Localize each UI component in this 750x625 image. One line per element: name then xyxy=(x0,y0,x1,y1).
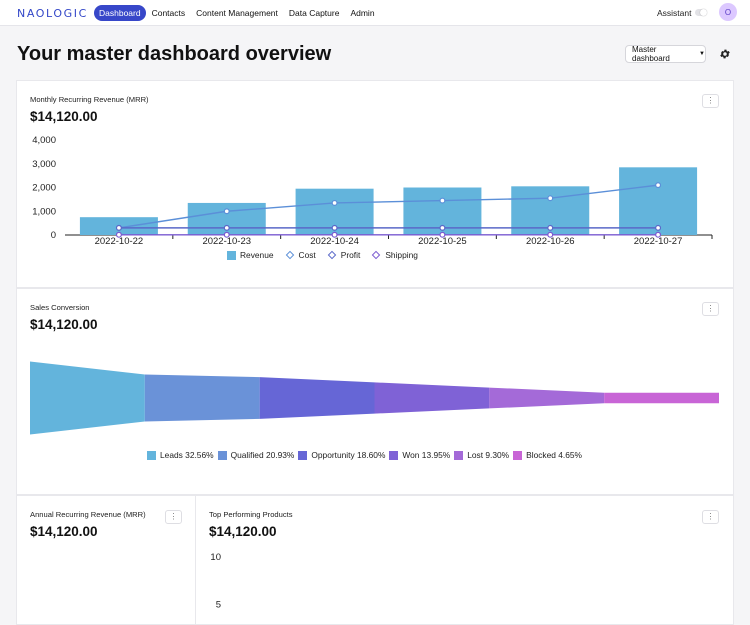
opportunity-swatch xyxy=(298,450,308,460)
mrr-menu-button[interactable]: ⋮ xyxy=(702,94,719,108)
legend-label: Won xyxy=(402,450,420,460)
legend-opportunity[interactable]: Opportunity 18.60% xyxy=(298,450,385,460)
sales-title: Sales Conversion xyxy=(30,303,90,312)
legend-label: Opportunity xyxy=(311,450,355,460)
mrr-value: $14,120.00 xyxy=(30,109,98,124)
legend-label: Profit xyxy=(340,250,361,260)
legend-revenue[interactable]: Revenue xyxy=(227,250,274,260)
nav-item-content-management[interactable]: Content Management xyxy=(196,8,278,18)
nav-item-admin[interactable]: Admin xyxy=(350,8,375,18)
profit-marker-icon xyxy=(327,250,337,260)
shipping-marker-icon xyxy=(372,250,381,260)
blocked-swatch xyxy=(513,450,523,460)
arr-title: Annual Recurring Revenue (MRR) xyxy=(30,510,146,519)
legend-label: Revenue xyxy=(240,250,274,260)
nav-item-dashboard[interactable]: Dashboard xyxy=(94,5,146,21)
legend-label: Qualified xyxy=(230,450,264,460)
legend-pct: 13.95% xyxy=(421,450,451,460)
mrr-legend: Revenue Cost Profit Shipping xyxy=(227,250,431,260)
top-products-title: Top Performing Products xyxy=(209,510,293,519)
legend-blocked[interactable]: Blocked 4.65% xyxy=(513,450,582,460)
funnel-legend: Leads 32.56% Qualified 20.93% Opportunit… xyxy=(147,450,586,460)
top-products-card: Top Performing Products $14,120.00 ⋮ xyxy=(195,495,734,625)
legend-label: Cost xyxy=(298,250,316,260)
assistant-toggle[interactable] xyxy=(695,9,707,16)
caret-down-icon: ▼ xyxy=(699,51,705,57)
legend-label: Leads xyxy=(160,450,183,460)
legend-pct: 20.93% xyxy=(265,450,295,460)
legend-pct: 18.60% xyxy=(356,450,386,460)
won-swatch xyxy=(389,450,399,460)
arr-value: $14,120.00 xyxy=(30,524,98,539)
avatar[interactable]: O xyxy=(719,3,737,21)
revenue-swatch xyxy=(227,250,236,260)
mrr-title: Monthly Recurring Revenue (MRR) xyxy=(30,95,149,104)
dashboard-select[interactable]: Master dashboard ▼ xyxy=(625,45,706,63)
lost-swatch xyxy=(454,450,464,460)
top-products-value: $14,120.00 xyxy=(209,524,277,539)
arr-card: Annual Recurring Revenue (MRR) $14,120.0… xyxy=(16,495,196,625)
legend-profit[interactable]: Profit xyxy=(327,250,361,260)
legend-qualified[interactable]: Qualified 20.93% xyxy=(217,450,295,460)
sales-menu-button[interactable]: ⋮ xyxy=(702,302,719,316)
legend-shipping[interactable]: Shipping xyxy=(372,250,418,260)
legend-label: Blocked xyxy=(526,450,556,460)
nav-item-contacts[interactable]: Contacts xyxy=(151,8,186,18)
legend-pct: 32.56% xyxy=(185,450,214,460)
gear-icon[interactable] xyxy=(716,45,734,63)
cost-marker-icon xyxy=(285,250,294,260)
legend-cost[interactable]: Cost xyxy=(285,250,316,260)
assistant-label: Assistant xyxy=(657,8,692,18)
qualified-swatch xyxy=(217,450,227,460)
legend-pct: 4.65% xyxy=(558,450,582,460)
leads-swatch xyxy=(147,450,156,460)
main-nav: Dashboard Contacts Content Management Da… xyxy=(94,5,381,21)
nav-item-data-capture[interactable]: Data Capture xyxy=(288,8,340,18)
legend-won[interactable]: Won 13.95% xyxy=(389,450,450,460)
legend-label: Shipping xyxy=(385,250,418,260)
dashboard-select-label: Master dashboard xyxy=(632,45,670,63)
page-title: Your master dashboard overview xyxy=(17,43,332,65)
legend-leads[interactable]: Leads 32.56% xyxy=(147,450,214,460)
legend-label: Lost xyxy=(467,450,484,460)
legend-pct: 9.30% xyxy=(485,450,510,460)
legend-lost[interactable]: Lost 9.30% xyxy=(454,450,509,460)
logo[interactable]: NAOLOGIC xyxy=(17,7,88,20)
sales-conversion-card: Sales Conversion $14,120.00 ⋮ xyxy=(16,288,734,495)
top-nav: NAOLOGIC Dashboard Contacts Content Mana… xyxy=(0,0,750,26)
top-products-menu-button[interactable]: ⋮ xyxy=(702,510,719,524)
sales-value: $14,120.00 xyxy=(30,317,98,332)
arr-menu-button[interactable]: ⋮ xyxy=(165,510,182,524)
